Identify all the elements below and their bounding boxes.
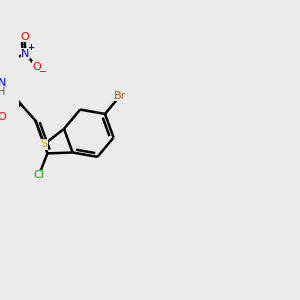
Text: O: O	[20, 32, 29, 42]
Text: Br: Br	[114, 91, 126, 101]
Text: N: N	[0, 78, 6, 88]
Text: Cl: Cl	[33, 170, 44, 181]
Text: H: H	[0, 87, 6, 97]
Text: +: +	[27, 43, 34, 52]
Text: −: −	[39, 67, 47, 77]
Text: S: S	[40, 139, 48, 149]
Text: O: O	[32, 62, 41, 72]
Text: N: N	[21, 49, 30, 59]
Text: O: O	[0, 112, 7, 122]
